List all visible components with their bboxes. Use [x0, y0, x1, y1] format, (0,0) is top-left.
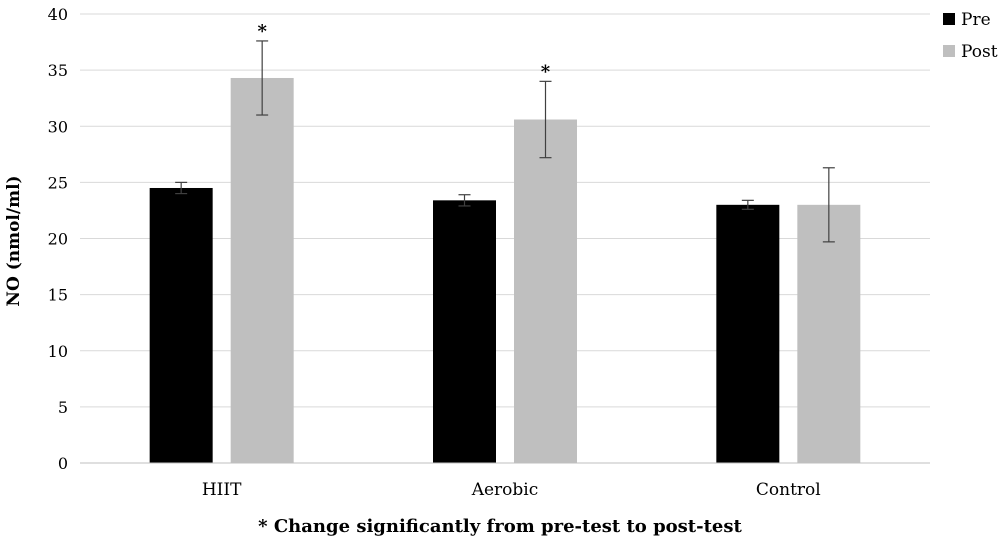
bars	[149, 77, 861, 464]
bar-control-pre	[716, 204, 780, 463]
bar-aerobic-post	[514, 119, 577, 463]
gridlines	[80, 13, 930, 408]
error-bars	[175, 40, 835, 243]
y-tick-label: 40	[48, 5, 68, 24]
significance-marker: *	[257, 21, 267, 42]
x-category-label: Aerobic	[471, 480, 539, 500]
bar-control-post	[797, 204, 861, 463]
legend-label-pre: Pre	[961, 10, 991, 30]
y-tick-label: 35	[48, 61, 68, 80]
y-tick-label: 5	[58, 398, 68, 417]
y-tick-label: 0	[58, 454, 68, 473]
y-tick-label: 30	[48, 117, 68, 136]
x-category-label: HIIT	[202, 480, 242, 500]
y-tick-label: 10	[48, 342, 68, 361]
legend-swatch-post	[943, 45, 955, 57]
significance-marker: *	[541, 61, 551, 82]
bar-hiit-post	[230, 77, 294, 464]
legend-label-post: Post	[961, 42, 998, 62]
legend: Pre Post	[943, 10, 998, 62]
legend-swatch-pre	[943, 13, 955, 25]
bar-aerobic-pre	[433, 200, 496, 463]
y-tick-label: 25	[48, 173, 68, 192]
x-axis-categories: HIIT Aerobic Control	[202, 480, 821, 500]
x-category-label: Control	[756, 480, 821, 500]
footnote: * Change significantly from pre-test to …	[258, 516, 742, 537]
y-axis-label: NO (nmol/ml)	[4, 175, 24, 306]
y-tick-label: 20	[48, 230, 68, 249]
y-axis-ticks: 0 5 10 15 20 25 30 35 40	[48, 5, 68, 473]
annotations: **	[257, 21, 550, 82]
bar-hiit-pre	[149, 187, 213, 464]
y-tick-label: 15	[48, 286, 68, 305]
